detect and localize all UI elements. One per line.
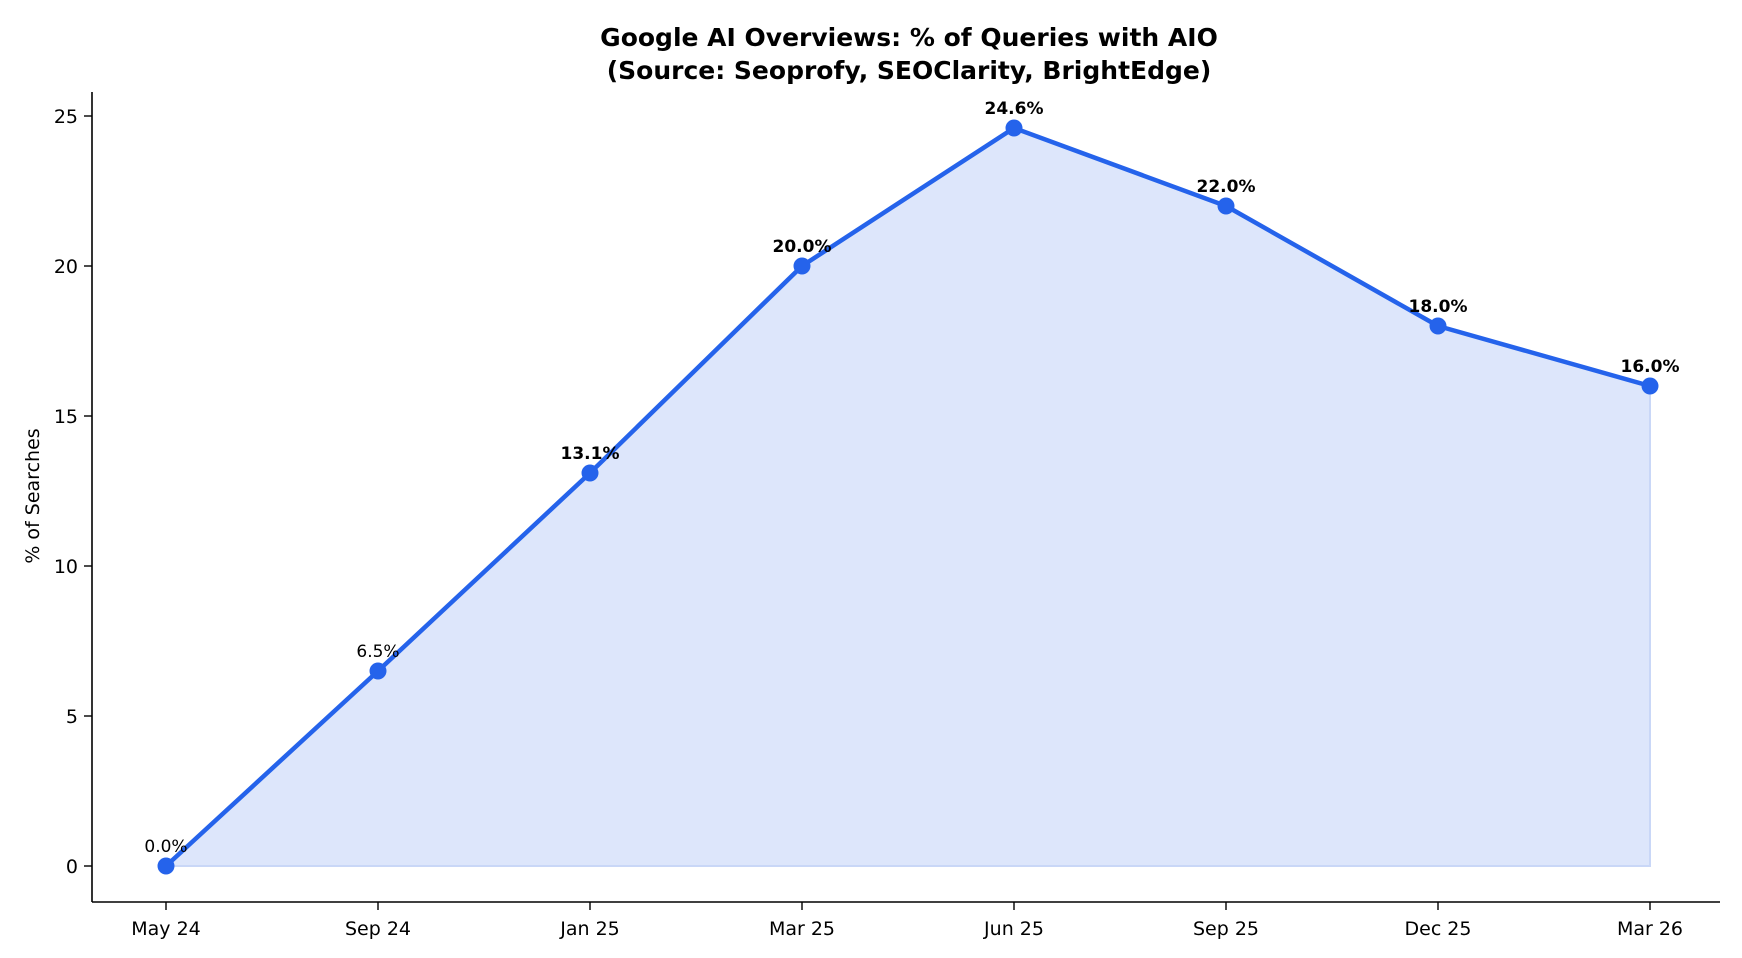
- data-label: 6.5%: [356, 642, 399, 662]
- data-label: 24.6%: [985, 99, 1044, 119]
- y-tick-label: 10: [54, 556, 78, 578]
- y-tick-label: 25: [54, 106, 78, 128]
- plot-area: 0.0% 6.5% 13.1% 20.0% 24.6% 22.0% 18.0% 16.0% 0 5…: [54, 92, 1720, 940]
- data-point[interactable]: [369, 662, 387, 680]
- data-label: 13.1%: [561, 444, 620, 464]
- y-axis-label: % of Searches: [22, 428, 44, 563]
- data-label: 16.0%: [1621, 357, 1680, 377]
- y-tick-label: 15: [54, 406, 78, 428]
- y-tick-label: 20: [54, 256, 78, 278]
- data-label: 18.0%: [1409, 297, 1468, 317]
- x-tick-label: Mar 25: [769, 918, 835, 940]
- x-tick-label: May 24: [131, 918, 201, 940]
- data-point[interactable]: [1217, 197, 1235, 215]
- x-tick-label: Jun 25: [983, 918, 1044, 940]
- y-tick-label: 0: [66, 856, 78, 878]
- data-label: 0.0%: [144, 837, 187, 857]
- data-point[interactable]: [1641, 377, 1659, 395]
- data-point[interactable]: [1005, 119, 1023, 137]
- data-point[interactable]: [157, 857, 175, 875]
- data-point[interactable]: [793, 257, 811, 275]
- data-label: 22.0%: [1197, 177, 1256, 197]
- area-fill: [163, 126, 1651, 867]
- data-point[interactable]: [1429, 317, 1447, 335]
- series-line: [163, 125, 1653, 869]
- x-tick-label: Mar 26: [1617, 918, 1683, 940]
- x-tick-label: Sep 25: [1193, 918, 1259, 940]
- y-tick-label: 5: [66, 706, 78, 728]
- data-label: 20.0%: [773, 237, 832, 257]
- x-tick-label: Dec 25: [1405, 918, 1472, 940]
- chart-title: Google AI Overviews: % of Queries with A…: [600, 23, 1218, 52]
- x-tick-label: Jan 25: [559, 918, 620, 940]
- x-tick-label: Sep 24: [345, 918, 411, 940]
- chart-subtitle: (Source: Seoprofy, SEOClarity, BrightEdg…: [607, 56, 1212, 85]
- data-point[interactable]: [581, 464, 599, 482]
